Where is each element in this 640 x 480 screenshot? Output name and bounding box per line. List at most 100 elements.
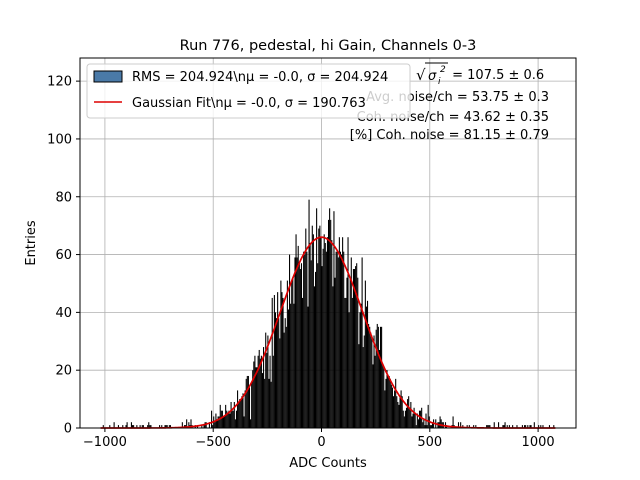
histogram-bar <box>279 338 281 428</box>
histogram-bar <box>203 425 205 428</box>
histogram-bar <box>239 399 241 428</box>
histogram-bar <box>122 425 124 428</box>
histogram-bar <box>234 419 236 428</box>
y-tick-label: 20 <box>55 364 72 379</box>
histogram-bar <box>221 410 223 428</box>
histogram-bar <box>289 254 291 428</box>
histogram-bar <box>377 326 379 428</box>
histogram-bar <box>487 425 489 428</box>
histogram-bar <box>360 303 362 428</box>
histogram-bar <box>488 425 490 428</box>
histogram-bar <box>247 375 249 428</box>
histogram-bar <box>220 410 222 428</box>
histogram-bar <box>383 367 385 428</box>
histogram-bar <box>253 361 255 428</box>
histogram-bar <box>237 390 239 428</box>
histogram-bar <box>361 257 363 428</box>
histogram-bar <box>353 269 356 428</box>
histogram-bar <box>345 297 347 428</box>
histogram-bar <box>259 358 261 428</box>
histogram-bar <box>337 257 339 428</box>
histogram-bar <box>243 416 245 428</box>
histogram-bar <box>298 263 300 428</box>
histogram-bar <box>410 401 412 428</box>
histogram-bar <box>431 422 434 428</box>
annotation-coh-percent: [%] Coh. noise = 81.15 ± 0.79 <box>350 128 549 143</box>
histogram-bar <box>102 425 104 428</box>
histogram-bar <box>352 269 354 428</box>
histogram-bar <box>277 292 279 428</box>
histogram-bar <box>407 399 409 428</box>
plot-frame <box>79 57 577 429</box>
histogram-bar <box>400 390 402 428</box>
histogram-bar <box>169 425 171 428</box>
histogram-bar <box>216 419 218 428</box>
histogram-bar <box>133 425 135 428</box>
histogram-bar <box>414 413 416 428</box>
histogram-bar <box>512 425 514 428</box>
histogram-bar <box>219 404 221 428</box>
histogram-bar <box>311 225 313 428</box>
histogram-bar <box>240 399 242 428</box>
histogram-bar <box>272 355 274 428</box>
histogram-bar <box>553 425 555 428</box>
histogram-bar <box>369 326 371 428</box>
histogram-bar <box>254 355 256 428</box>
histogram-bar <box>548 425 551 428</box>
histogram-bar <box>141 425 143 428</box>
histogram-bar <box>268 378 270 428</box>
histogram-bar <box>256 367 258 428</box>
histogram-bar <box>391 387 393 428</box>
histogram-bar <box>376 323 378 428</box>
histogram-bar <box>226 410 228 428</box>
histogram-bar <box>415 425 417 428</box>
histogram-bar <box>168 425 170 428</box>
histogram-bar <box>423 419 425 428</box>
histogram-bar <box>312 234 314 428</box>
histogram-bar <box>381 326 383 428</box>
histogram-bar <box>344 297 346 428</box>
y-tick-label: 40 <box>55 306 72 321</box>
histogram-bar <box>245 378 247 428</box>
histogram-bar <box>389 378 391 428</box>
histogram-bar <box>330 219 332 428</box>
histogram-bar <box>269 355 271 428</box>
histogram-bar <box>460 422 462 428</box>
histogram-bar <box>323 234 325 428</box>
histogram-bar <box>230 401 232 428</box>
histogram-bar <box>351 297 353 428</box>
histogram-bar <box>398 404 400 428</box>
histogram-bar <box>117 425 119 428</box>
histogram-bar <box>294 257 296 428</box>
histogram-bar <box>396 396 398 428</box>
histogram-bar <box>386 370 388 428</box>
histogram-bar <box>326 237 328 428</box>
histogram-bar <box>426 425 428 428</box>
histogram-bar <box>529 425 531 428</box>
histogram-bar <box>165 425 167 428</box>
histogram-bar <box>338 237 340 428</box>
histogram-bar <box>136 425 138 428</box>
x-tick-label: 1000 <box>522 435 555 450</box>
histogram-bar <box>242 393 244 428</box>
histogram-bar <box>540 425 542 428</box>
histogram-bar <box>527 425 529 428</box>
histogram-bar <box>246 375 248 428</box>
histogram-bar <box>296 257 298 428</box>
histogram-bar <box>225 404 227 428</box>
histogram-bar <box>149 425 151 428</box>
histogram-bar <box>516 425 518 428</box>
histogram-bar <box>205 422 207 428</box>
sigma-subscript: i <box>438 77 441 87</box>
histogram-bar <box>521 425 523 428</box>
histogram-bar <box>420 410 422 428</box>
histogram-bar <box>281 292 283 428</box>
histogram-bar <box>402 410 404 428</box>
histogram-bar <box>486 425 488 428</box>
legend-histogram-swatch <box>93 70 123 83</box>
histogram-bar <box>475 425 477 428</box>
histogram-bar <box>305 228 307 428</box>
histogram-bar <box>405 407 408 428</box>
histogram-bar <box>462 425 464 428</box>
